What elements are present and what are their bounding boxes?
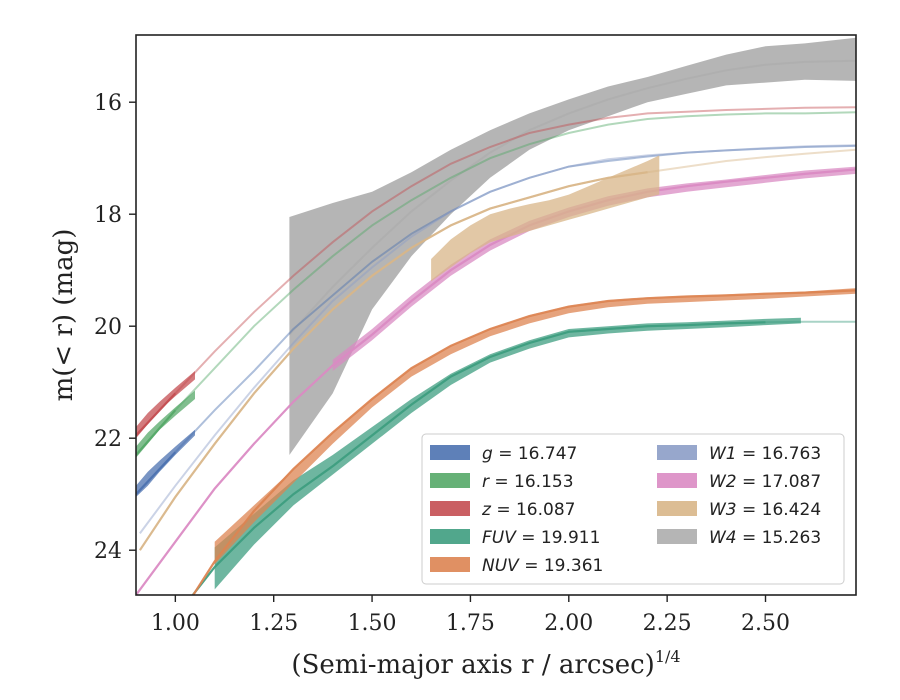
legend: g = 16.747 r = 16.153 z = 16.087 FUV = 19.9… xyxy=(421,433,845,585)
y-axis: 16 18 20 22 24 xyxy=(94,91,136,564)
legend-label: W1 = 16.763 xyxy=(709,444,821,464)
y-tick-label: 16 xyxy=(94,91,122,116)
y-tick-label: 18 xyxy=(94,203,122,228)
x-tick-label: 1.25 xyxy=(249,611,298,636)
legend-swatch xyxy=(430,473,470,488)
band-w3 xyxy=(431,155,660,282)
legend-label: r = 16.153 xyxy=(482,472,574,492)
legend-item-z: z = 16.087 xyxy=(430,500,575,520)
legend-swatch xyxy=(430,529,470,544)
line-faint-w1 xyxy=(139,144,856,534)
x-axis: 1.00 1.25 1.50 1.75 2.00 2.25 2.50 xyxy=(151,595,790,636)
band-w4 xyxy=(289,37,856,456)
band-r xyxy=(136,390,195,458)
legend-label: FUV = 19.911 xyxy=(482,528,600,548)
x-tick-label: 1.50 xyxy=(348,611,397,636)
y-axis-label: m(< r) (mag) xyxy=(49,229,79,402)
line-w2 xyxy=(136,168,856,595)
line-faint-z xyxy=(136,106,856,437)
x-tick-label: 2.00 xyxy=(544,611,593,636)
legend-item-w2: W2 = 17.087 xyxy=(657,472,821,492)
legend-item-nuv: NUV = 19.361 xyxy=(430,556,603,576)
line-nuv xyxy=(191,289,856,595)
x-tick-label: 1.00 xyxy=(151,611,200,636)
legend-swatch xyxy=(657,529,697,544)
x-tick-label: 2.25 xyxy=(643,611,692,636)
x-tick-label: 2.50 xyxy=(741,611,790,636)
legend-swatch xyxy=(657,501,697,516)
legend-swatch xyxy=(430,445,470,460)
band-nuv xyxy=(214,288,856,565)
legend-item-r: r = 16.153 xyxy=(430,472,574,492)
legend-label: W2 = 17.087 xyxy=(709,472,821,492)
plot-frame xyxy=(135,34,857,596)
line-r xyxy=(136,409,177,456)
legend-swatch xyxy=(657,445,697,460)
legend-swatch xyxy=(430,501,470,516)
legend-box xyxy=(421,433,845,585)
line-w3 xyxy=(138,171,648,551)
legend-label: NUV = 19.361 xyxy=(482,556,603,576)
legend-swatch xyxy=(430,557,470,572)
y-tick-label: 22 xyxy=(94,427,122,452)
legend-item-g: g = 16.747 xyxy=(430,444,577,464)
legend-label: z = 16.087 xyxy=(481,500,575,520)
x-axis-label: (Semi-major axis r / arcsec)1/4 xyxy=(291,647,680,680)
legend-item-w1: W1 = 16.763 xyxy=(657,444,821,464)
legend-label: W3 = 16.424 xyxy=(709,500,821,520)
plot-area xyxy=(136,37,856,595)
legend-item-w4: W4 = 15.263 xyxy=(657,528,821,548)
legend-item-w3: W3 = 16.424 xyxy=(657,500,821,520)
line-faint-g xyxy=(136,144,856,495)
line-faint-r xyxy=(136,111,856,456)
y-tick-label: 20 xyxy=(94,315,122,340)
x-tick-label: 1.75 xyxy=(446,611,495,636)
legend-label: g = 16.747 xyxy=(482,444,577,464)
legend-swatch xyxy=(657,473,697,488)
line-z xyxy=(136,392,177,437)
legend-item-fuv: FUV = 19.911 xyxy=(430,528,600,548)
line-faint-w4 xyxy=(288,59,856,336)
legend-label: W4 = 15.263 xyxy=(709,528,821,548)
line-fuv xyxy=(191,321,766,595)
line-g xyxy=(136,451,177,495)
y-tick-label: 24 xyxy=(94,539,122,564)
